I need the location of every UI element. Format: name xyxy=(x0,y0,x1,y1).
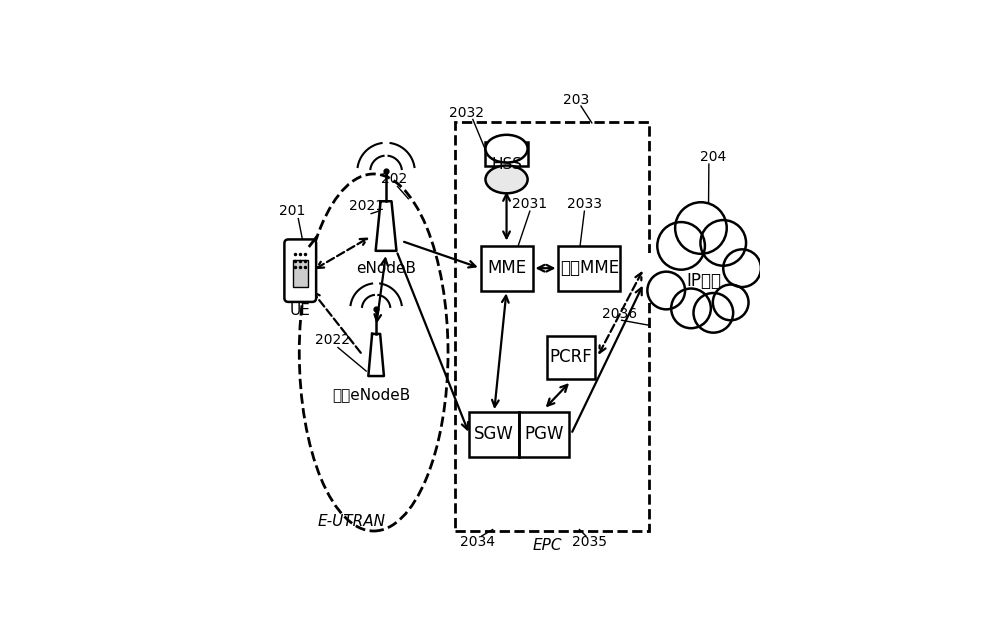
Text: eNodeB: eNodeB xyxy=(356,261,416,276)
Circle shape xyxy=(675,202,727,254)
Circle shape xyxy=(671,289,711,328)
Bar xyxy=(547,336,595,379)
Circle shape xyxy=(647,272,685,309)
Bar xyxy=(519,412,569,457)
Text: PCRF: PCRF xyxy=(550,348,592,366)
Text: 204: 204 xyxy=(700,149,726,164)
Text: IP业务: IP业务 xyxy=(686,272,721,290)
Bar xyxy=(469,412,519,457)
Text: 2033: 2033 xyxy=(567,196,602,211)
Circle shape xyxy=(693,293,733,333)
Bar xyxy=(481,246,533,290)
Text: SGW: SGW xyxy=(474,425,514,443)
Bar xyxy=(558,246,620,290)
Bar xyxy=(485,142,528,166)
Text: 2036: 2036 xyxy=(602,307,637,321)
Text: 2031: 2031 xyxy=(512,196,547,211)
Text: 2032: 2032 xyxy=(449,106,484,120)
Text: UE: UE xyxy=(290,303,311,318)
Text: MME: MME xyxy=(487,259,526,277)
Ellipse shape xyxy=(485,166,528,193)
FancyBboxPatch shape xyxy=(284,240,316,302)
Ellipse shape xyxy=(485,135,528,162)
Ellipse shape xyxy=(299,174,448,531)
Text: 203: 203 xyxy=(563,93,589,107)
Polygon shape xyxy=(376,201,396,251)
Circle shape xyxy=(700,220,746,266)
Circle shape xyxy=(713,285,749,320)
Text: PGW: PGW xyxy=(524,425,563,443)
Text: 2034: 2034 xyxy=(460,535,495,549)
Text: 其它eNodeB: 其它eNodeB xyxy=(332,388,410,402)
Text: EPC: EPC xyxy=(532,538,562,553)
Polygon shape xyxy=(368,334,384,376)
Text: 201: 201 xyxy=(279,204,305,218)
Bar xyxy=(293,260,308,287)
Bar xyxy=(644,253,763,298)
Text: 2035: 2035 xyxy=(572,535,607,549)
Text: 2021: 2021 xyxy=(349,199,384,213)
Circle shape xyxy=(723,249,761,287)
Bar xyxy=(455,122,649,531)
Text: HSS: HSS xyxy=(491,156,522,171)
Text: 2022: 2022 xyxy=(315,333,350,347)
Text: E-UTRAN: E-UTRAN xyxy=(317,514,385,529)
Text: 其它MME: 其它MME xyxy=(560,259,619,277)
Text: 202: 202 xyxy=(381,172,408,186)
Circle shape xyxy=(657,222,705,270)
